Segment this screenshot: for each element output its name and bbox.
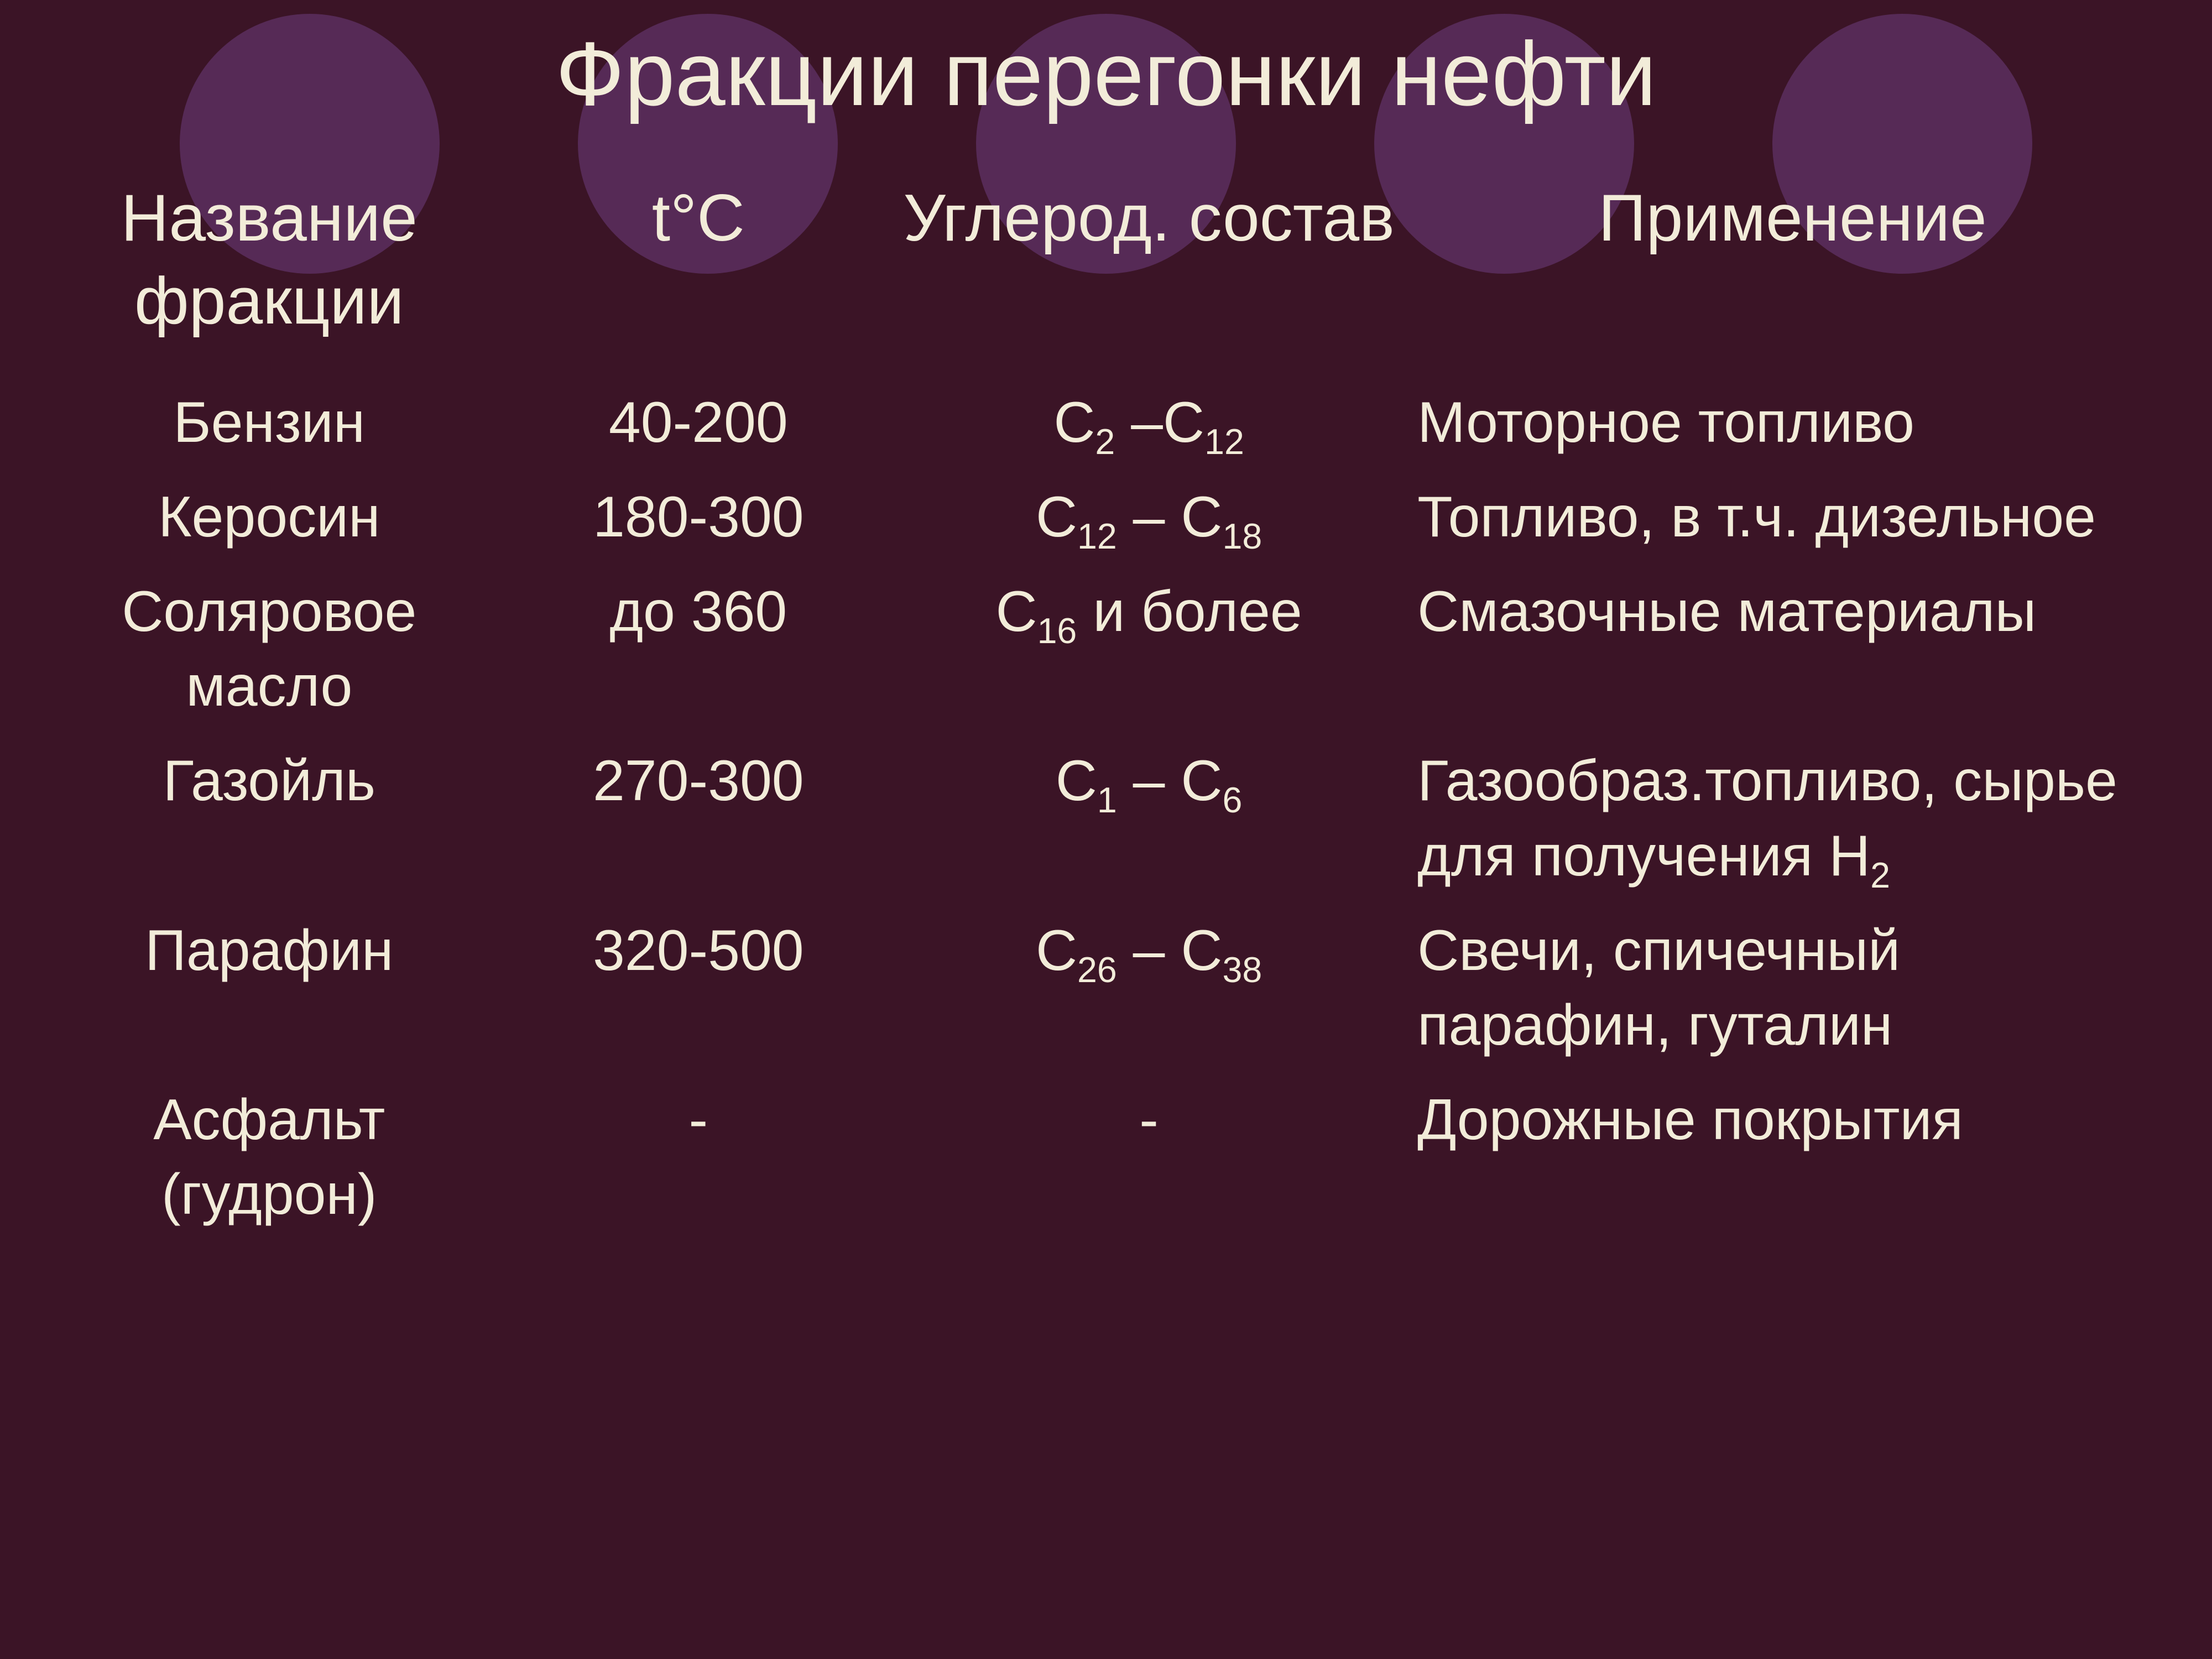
cell-application: Топливо, в т.ч. дизельное	[1406, 470, 2179, 565]
table-header-row: Название фракции t°С Углерод. состав При…	[33, 171, 2179, 375]
slide-title: Фракции перегонки нефти	[33, 22, 2179, 127]
cell-temp: 180-300	[505, 470, 891, 565]
table-row: Асфальт (гудрон)--Дорожные покрытия	[33, 1073, 2179, 1242]
cell-application: Свечи, спичечный парафин, гуталин	[1406, 904, 2179, 1073]
cell-carbon: C1 – C6	[891, 734, 1406, 903]
cell-temp: до 360	[505, 565, 891, 734]
cell-carbon: C26 – C38	[891, 904, 1406, 1073]
table-row: Газойль270-300C1 – C6Газообраз.топливо, …	[33, 734, 2179, 903]
table-row: Керосин180-300C12 – C18Топливо, в т.ч. д…	[33, 470, 2179, 565]
cell-temp: 270-300	[505, 734, 891, 903]
cell-carbon: -	[891, 1073, 1406, 1242]
cell-temp: 40-200	[505, 375, 891, 470]
table-row: Парафин320-500C26 – C38Свечи, спичечный …	[33, 904, 2179, 1073]
cell-application: Дорожные покрытия	[1406, 1073, 2179, 1242]
cell-name: Керосин	[33, 470, 505, 565]
col-header-carbon: Углерод. состав	[891, 171, 1406, 375]
cell-temp: 320-500	[505, 904, 891, 1073]
cell-name: Соляровое масло	[33, 565, 505, 734]
cell-name: Бензин	[33, 375, 505, 470]
cell-temp: -	[505, 1073, 891, 1242]
fractions-table: Название фракции t°С Углерод. состав При…	[33, 171, 2179, 1243]
table-row: Бензин40-200C2 –C12Моторное топливо	[33, 375, 2179, 470]
cell-carbon: C16 и более	[891, 565, 1406, 734]
slide: Фракции перегонки нефти Название фракции…	[0, 0, 2212, 1659]
col-header-name: Название фракции	[33, 171, 505, 375]
col-header-app: Применение	[1406, 171, 2179, 375]
cell-carbon: C12 – C18	[891, 470, 1406, 565]
cell-application: Смазочные материалы	[1406, 565, 2179, 734]
table-header: Название фракции t°С Углерод. состав При…	[33, 171, 2179, 375]
cell-name: Парафин	[33, 904, 505, 1073]
table-row: Соляровое маслодо 360C16 и болееСмазочны…	[33, 565, 2179, 734]
slide-content: Фракции перегонки нефти Название фракции…	[0, 0, 2212, 1659]
cell-name: Асфальт (гудрон)	[33, 1073, 505, 1242]
cell-carbon: C2 –C12	[891, 375, 1406, 470]
cell-name: Газойль	[33, 734, 505, 903]
cell-application: Газообраз.топливо, сырье для получения Н…	[1406, 734, 2179, 903]
col-header-temp: t°С	[505, 171, 891, 375]
cell-application: Моторное топливо	[1406, 375, 2179, 470]
table-body: Бензин40-200C2 –C12Моторное топливоКерос…	[33, 375, 2179, 1243]
